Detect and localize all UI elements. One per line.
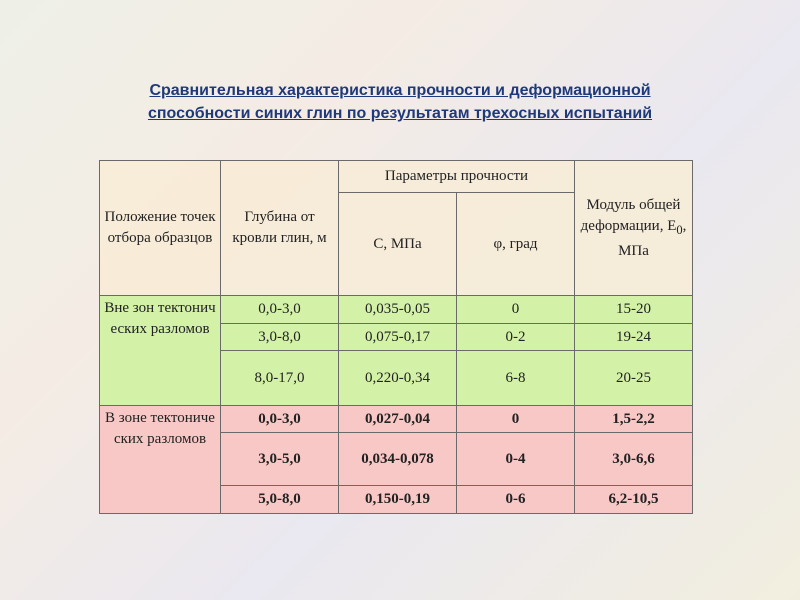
table-cell: 19-24	[574, 323, 693, 351]
table-cell: 0,0-3,0	[220, 295, 339, 324]
table-cell: 0,035-0,05	[338, 295, 457, 324]
table-cell: 0-4	[456, 432, 575, 486]
table-cell: 0,220-0,34	[338, 350, 457, 406]
table-row: 3,0-5,0 0,034-0,078 0-4 3,0-6,6	[100, 432, 693, 486]
table-cell: 0	[456, 295, 575, 324]
table-cell: 0,0-3,0	[220, 405, 339, 433]
table-cell: 3,0-8,0	[220, 323, 339, 351]
header-cell: φ, град	[456, 192, 575, 296]
table-cell: 6,2-10,5	[574, 485, 693, 514]
table-cell: 0-2	[456, 323, 575, 351]
table-cell: 1,5-2,2	[574, 405, 693, 433]
title-line: способности синих глин по результатам тр…	[147, 105, 653, 122]
title-line: Сравнительная характеристика прочности и…	[149, 82, 651, 99]
table-cell: 3,0-6,6	[574, 432, 693, 486]
header-cell: Положение точек отбора образцов	[99, 160, 221, 296]
header-cell: Глубина от кровли глин, м	[220, 160, 339, 296]
header-text: Модуль общей деформации, E	[580, 196, 681, 234]
header-cell: С, МПа	[338, 192, 457, 296]
table: Положение точек отбора образцов Глубина …	[99, 160, 693, 514]
header-cell: Модуль общей деформации, E0, МПа	[574, 160, 693, 296]
table-cell: 0	[456, 405, 575, 433]
table-cell: 6-8	[456, 350, 575, 406]
header-cell: Параметры прочности	[338, 160, 575, 193]
table-cell: 0,034-0,078	[338, 432, 457, 486]
table-row: Вне зон тектонических разломов 0,0-3,0 0,0…	[99, 295, 693, 406]
table-row: 3,0-8,0 0,075-0,17 0-2 19-24	[100, 323, 693, 351]
table-cell: 8,0-17,0	[220, 350, 339, 406]
table-cell: 0-6	[456, 485, 575, 514]
table-cell: 0,150-0,19	[338, 485, 457, 514]
header-text: , МПа	[618, 217, 687, 259]
table-cell: 0,075-0,17	[338, 323, 457, 351]
table-cell: 15-20	[574, 295, 693, 324]
header-subscript: 0	[676, 222, 683, 237]
group-label: Вне зон тектонических разломов	[99, 295, 221, 406]
table-cell: 5,0-8,0	[220, 485, 339, 514]
table-row: В зоне тектонических разломов 0,0-3,0 0,02…	[99, 405, 693, 514]
table-row: 5,0-8,0 0,150-0,19 0-6 6,2-10,5	[100, 485, 693, 514]
group-label: В зоне тектонических разломов	[99, 405, 221, 514]
table-cell: 20-25	[574, 350, 693, 406]
table-cell: 0,027-0,04	[338, 405, 457, 433]
table-cell: 3,0-5,0	[220, 432, 339, 486]
